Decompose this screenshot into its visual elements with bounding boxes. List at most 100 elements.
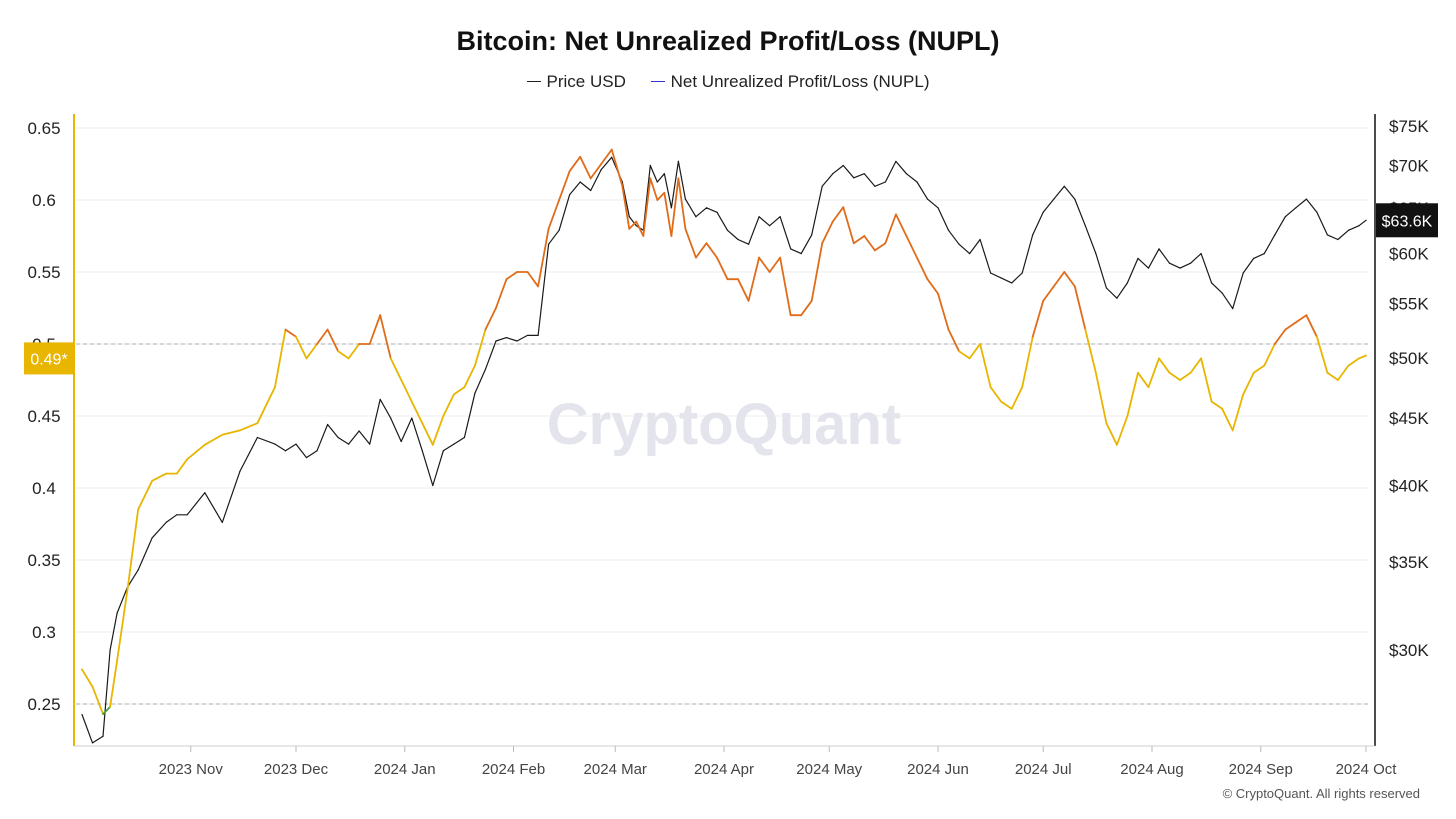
nupl-segment <box>670 177 680 237</box>
price-point <box>337 436 339 439</box>
nupl-segment <box>221 429 241 436</box>
nupl-segment <box>238 422 259 432</box>
nupl-segment <box>1147 357 1160 389</box>
nupl-current-badge <box>24 342 74 375</box>
price-point <box>842 164 844 167</box>
price-point <box>579 181 581 183</box>
nupl-segment <box>1052 271 1066 288</box>
price-point <box>165 521 167 523</box>
nupl-segment <box>274 328 287 389</box>
price-point <box>1263 253 1265 255</box>
nupl-segment <box>1252 364 1266 374</box>
nupl-segment <box>663 191 673 237</box>
price-point <box>1116 297 1118 299</box>
price-point <box>348 443 350 445</box>
price-point <box>1326 234 1329 236</box>
nupl-segment <box>400 379 413 403</box>
price-point <box>874 185 876 187</box>
legend-swatch-nupl <box>650 81 665 83</box>
nupl-segment <box>1315 335 1329 374</box>
nupl-segment <box>495 278 508 309</box>
price-point <box>1137 257 1139 259</box>
legend: Price USD Net Unrealized Profit/Loss (NU… <box>0 72 1456 92</box>
price-point <box>821 185 823 187</box>
price-point <box>1274 234 1276 236</box>
price-point <box>1074 198 1076 200</box>
nupl-segment <box>821 220 834 245</box>
price-point <box>369 443 371 445</box>
nupl-segment <box>368 314 382 345</box>
nupl-segment <box>186 443 206 461</box>
nupl-segment <box>1000 400 1013 410</box>
nupl-segment <box>126 508 140 590</box>
price-point <box>1084 225 1086 227</box>
nupl-segment <box>1137 371 1150 389</box>
nupl-segment <box>635 220 645 237</box>
nupl-segment <box>589 163 603 180</box>
nupl-segment <box>484 307 497 331</box>
nupl-segment <box>91 685 104 715</box>
nupl-segment <box>81 668 94 688</box>
y-left-tick-label: 0.3 <box>32 623 56 642</box>
nupl-segment <box>1305 314 1318 338</box>
nupl-segment <box>1063 271 1076 288</box>
price-point <box>884 181 886 183</box>
nupl-segment <box>768 256 782 273</box>
price-point <box>1211 282 1213 284</box>
price-point <box>1365 219 1367 221</box>
price-point <box>726 229 729 231</box>
price-point <box>379 398 381 400</box>
price-point <box>569 194 571 196</box>
price-point <box>547 243 550 245</box>
price-point <box>1347 229 1350 231</box>
nupl-segment <box>474 328 487 367</box>
price-point <box>1032 234 1034 236</box>
price-point <box>102 735 104 737</box>
nupl-segment <box>379 314 392 360</box>
price-point <box>1011 282 1013 284</box>
nupl-segment <box>305 343 318 360</box>
price-point <box>1095 253 1097 255</box>
nupl-segment <box>295 335 308 360</box>
price-point <box>1179 267 1181 269</box>
price-point <box>1158 248 1160 250</box>
nupl-segment <box>1031 299 1045 338</box>
legend-item-price[interactable]: Price USD <box>526 72 626 92</box>
price-point <box>81 713 83 716</box>
chart-title: Bitcoin: Net Unrealized Profit/Loss (NUP… <box>456 26 1000 56</box>
y-left-tick-label: 0.55 <box>27 263 60 282</box>
price-point <box>649 164 651 167</box>
price-point <box>1147 267 1150 269</box>
price-point <box>400 440 402 443</box>
price-point <box>1168 262 1171 264</box>
price-point <box>1063 185 1065 187</box>
nupl-segment <box>1105 422 1118 446</box>
nupl-segment <box>1094 371 1108 425</box>
price-point <box>1221 292 1223 294</box>
price-point <box>1042 211 1044 213</box>
price-point <box>421 450 423 452</box>
price-point <box>677 160 679 162</box>
nupl-segment <box>1168 371 1181 381</box>
price-point <box>769 225 771 227</box>
nupl-segment <box>1242 371 1255 396</box>
price-point <box>284 450 287 452</box>
price-point <box>326 423 329 426</box>
price-point <box>1126 282 1129 284</box>
price-point <box>705 207 708 209</box>
price-point <box>656 181 658 183</box>
price-point <box>937 207 939 209</box>
legend-item-nupl[interactable]: Net Unrealized Profit/Loss (NUPL) <box>650 72 929 92</box>
nupl-segment <box>1358 354 1367 360</box>
price-point <box>91 742 94 744</box>
price-point <box>176 514 178 516</box>
price-point <box>474 392 476 394</box>
legend-swatch-price <box>526 81 541 83</box>
nupl-segment <box>747 256 760 302</box>
nupl-segment <box>568 155 582 173</box>
nupl-segment <box>905 235 918 259</box>
price-point <box>611 156 613 158</box>
nupl-segment <box>102 705 111 715</box>
price-point <box>635 225 637 227</box>
